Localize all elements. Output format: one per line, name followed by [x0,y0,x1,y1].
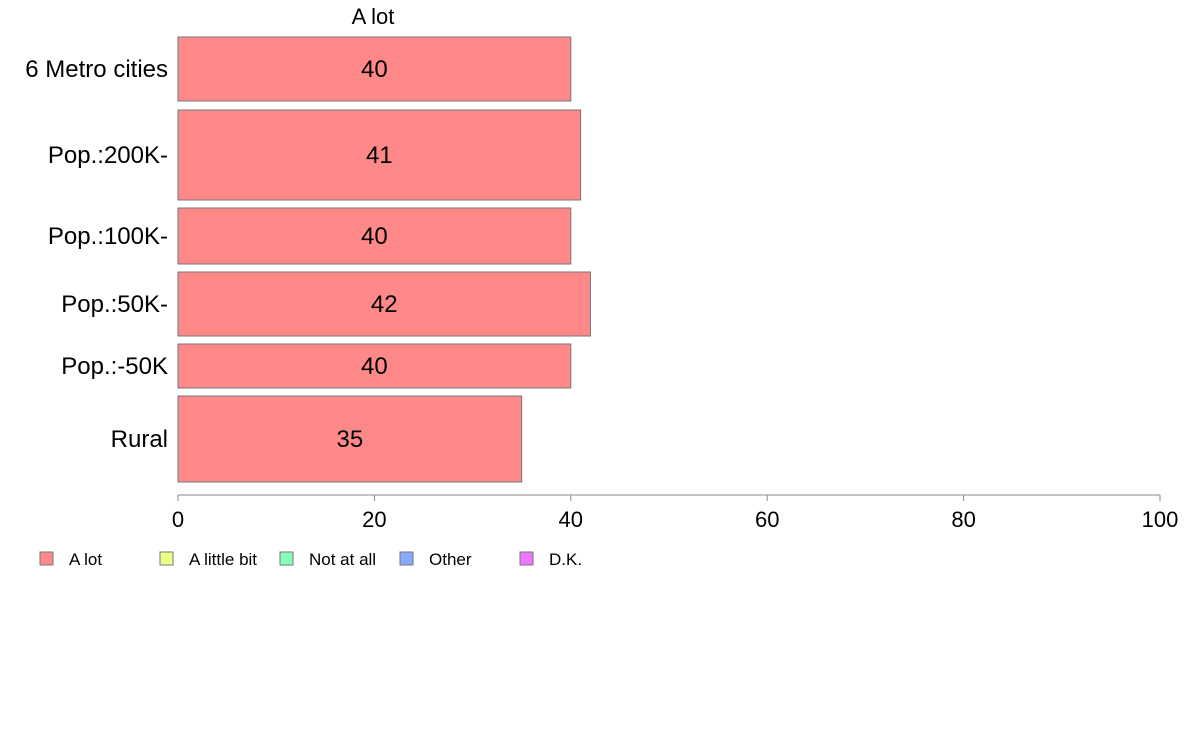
data-label: 42 [371,291,398,318]
legend-label: D.K. [549,550,582,569]
x-axis: 0 20 40 60 80 100 [172,494,1179,532]
category-labels: 6 Metro cities Pop.:200K- Pop.:100K- Pop.:5… [25,56,168,453]
legend-label: Other [429,550,472,569]
category-label: Pop.:100K- [48,223,168,250]
category-label: Pop.:50K- [61,291,168,318]
data-label: 40 [361,353,388,380]
bar [177,109,582,201]
category-label: Pop.:-50K [61,353,168,380]
legend-swatch [399,551,414,566]
data-label: 41 [366,142,393,169]
x-tick-label: 80 [951,507,975,532]
legend: A lot A little bit Not at all Other D.K. [39,550,582,569]
legend-swatch [279,551,294,566]
category-label: Pop.:200K- [48,142,168,169]
chart-title: A lot [352,4,395,29]
data-label: 35 [336,426,363,453]
legend-label: A little bit [189,550,257,569]
x-tick-label: 100 [1142,507,1179,532]
legend-label: A lot [69,550,102,569]
bar [177,271,591,337]
legend-label: Not at all [309,550,376,569]
category-label: Rural [111,426,168,453]
bars-layer: 40 41 40 42 40 35 [177,36,591,483]
x-tick-label: 60 [755,507,779,532]
legend-swatch [519,551,534,566]
bar [177,207,572,265]
bar [177,395,523,483]
x-tick-label: 20 [362,507,386,532]
x-tick-label: 0 [172,507,184,532]
data-label: 40 [361,56,388,83]
bar [177,36,572,102]
legend-swatch [39,551,54,566]
data-label: 40 [361,223,388,250]
x-tick-label: 40 [559,507,583,532]
legend-swatch [159,551,174,566]
category-label: 6 Metro cities [25,56,168,83]
bar [177,343,572,389]
